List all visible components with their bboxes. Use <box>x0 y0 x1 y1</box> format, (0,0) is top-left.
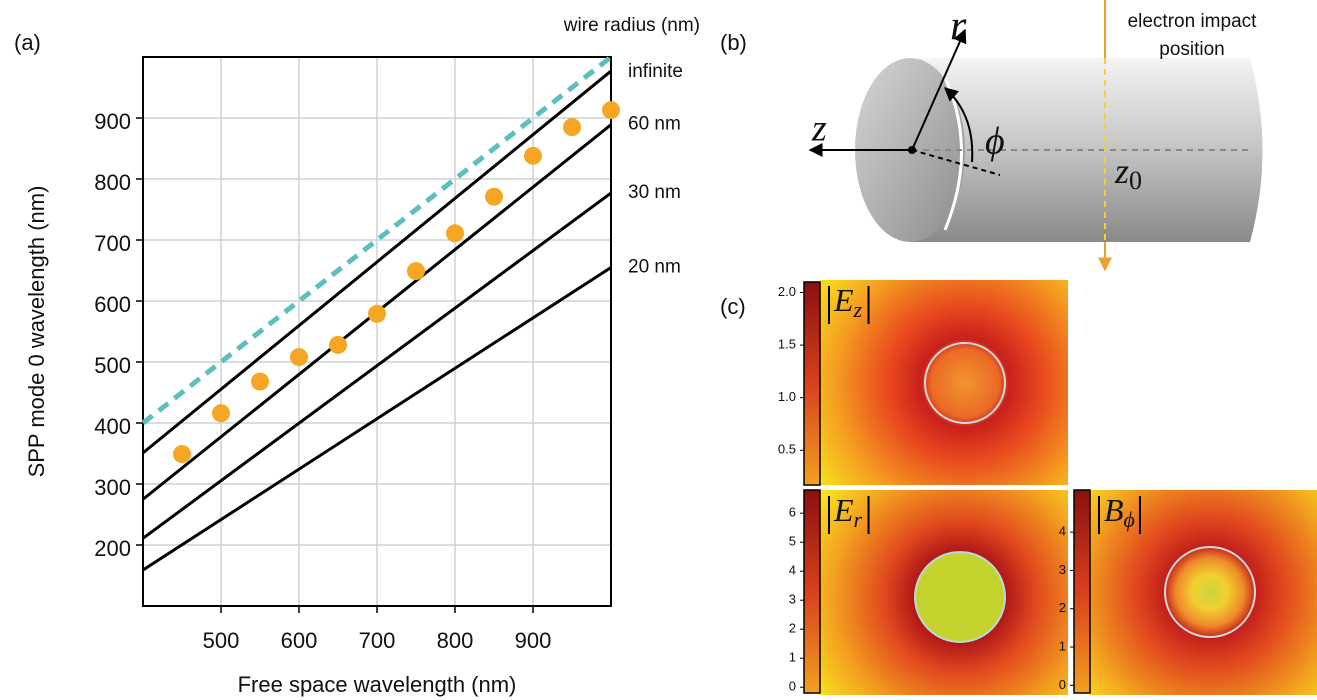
y-tick-label: 200 <box>94 536 131 561</box>
y-tick-label: 800 <box>94 170 131 195</box>
y-tick-label: 400 <box>94 414 131 439</box>
title-subscript: z <box>853 297 863 322</box>
data-point <box>485 187 503 206</box>
colorbar-tick-label: 0 <box>789 679 796 694</box>
colorbar-tick-label: 5 <box>789 534 796 549</box>
panel-label: (c) <box>720 294 746 319</box>
colorbar-tick-label: 2 <box>789 621 796 636</box>
colorbar-tick-label: 3 <box>1059 562 1066 577</box>
series-label: 30 nm <box>628 182 681 203</box>
impact-label: position <box>1159 39 1225 60</box>
field-map <box>1090 490 1317 695</box>
origin <box>908 146 916 154</box>
colorbar <box>803 489 821 694</box>
data-point <box>524 146 542 165</box>
y-tick-label: 500 <box>94 353 131 378</box>
data-point <box>251 372 269 391</box>
data-point <box>407 262 425 281</box>
colorbar <box>1073 489 1091 694</box>
x-tick-label: 800 <box>437 628 474 653</box>
title-subscript: r <box>854 507 863 532</box>
z0-subscript: 0 <box>1129 166 1142 195</box>
data-point <box>446 224 464 243</box>
phi-ref-line <box>911 149 1001 176</box>
series-label: 20 nm <box>628 256 681 277</box>
title-subscript: ϕ <box>1124 507 1135 532</box>
x-tick-label: 700 <box>359 628 396 653</box>
panel-label: (b) <box>720 30 747 55</box>
series-label: 60 nm <box>628 114 681 135</box>
x-axis-label: Free space wavelength (nm) <box>238 672 517 697</box>
data-point <box>290 348 308 367</box>
colorbar <box>803 281 821 486</box>
wire-outline <box>924 342 1006 424</box>
data-point <box>212 404 230 423</box>
z0-symbol: z <box>1114 151 1129 191</box>
map-title: Er <box>833 492 863 532</box>
field-map <box>820 490 1068 695</box>
z0-label: z0 <box>1114 151 1142 195</box>
colorbar-tick-label: 1 <box>789 650 796 665</box>
map-title: Ez <box>833 282 863 322</box>
y-tick-label: 900 <box>94 109 131 134</box>
series-line <box>142 266 612 572</box>
cylinder-diagram: r ϕ z z0 electron impact position <box>808 0 1263 272</box>
data-point <box>368 304 386 323</box>
z-label: z <box>811 108 827 150</box>
cylinder-body <box>910 58 1263 242</box>
colorbar-tick-label: 0.5 <box>778 442 796 457</box>
y-tick-label: 700 <box>94 231 131 256</box>
field-map <box>820 280 1068 485</box>
y-tick-label: 300 <box>94 475 131 500</box>
phi-arc <box>943 87 974 163</box>
y-tick-label: 600 <box>94 292 131 317</box>
map-title: Bϕ <box>1104 492 1135 532</box>
data-point <box>563 118 581 137</box>
series-line <box>142 69 612 455</box>
data-point <box>329 335 347 354</box>
colorbar-tick-label: 6 <box>789 505 796 520</box>
phi-label: ϕ <box>985 121 1005 163</box>
series-label: infinite <box>628 61 683 82</box>
colorbar-tick-label: 4 <box>789 563 796 578</box>
title-symbol: E <box>833 492 854 528</box>
y-axis-label: SPP mode 0 wavelength (nm) <box>24 186 49 478</box>
colorbar-tick-label: 1.5 <box>778 337 796 352</box>
wire-outline <box>1164 546 1256 638</box>
x-tick-label: 500 <box>203 628 240 653</box>
panel-label: (a) <box>14 30 41 55</box>
title-symbol: E <box>833 282 854 318</box>
x-tick-label: 900 <box>515 628 552 653</box>
wire-outline <box>914 551 1006 643</box>
colorbar-tick-label: 1.0 <box>778 389 796 404</box>
x-tick-label: 600 <box>281 628 318 653</box>
colorbar-tick-label: 2 <box>1059 600 1066 615</box>
r-arrow <box>911 28 967 151</box>
data-point <box>173 445 191 464</box>
colorbar-tick-label: 0 <box>1059 677 1066 692</box>
colorbar-tick-label: 1 <box>1059 638 1066 653</box>
colorbar-tick-label: 3 <box>789 592 796 607</box>
r-label: r <box>950 4 967 50</box>
data-point <box>602 101 620 120</box>
colorbar-tick-label: 4 <box>1059 524 1066 539</box>
title-symbol: B <box>1104 492 1124 528</box>
colorbar-tick-label: 2.0 <box>778 284 796 299</box>
impact-label: electron impact <box>1128 11 1258 32</box>
annotation: wire radius (nm) <box>563 15 700 36</box>
series-line <box>142 191 612 540</box>
plot-frame <box>142 56 612 607</box>
